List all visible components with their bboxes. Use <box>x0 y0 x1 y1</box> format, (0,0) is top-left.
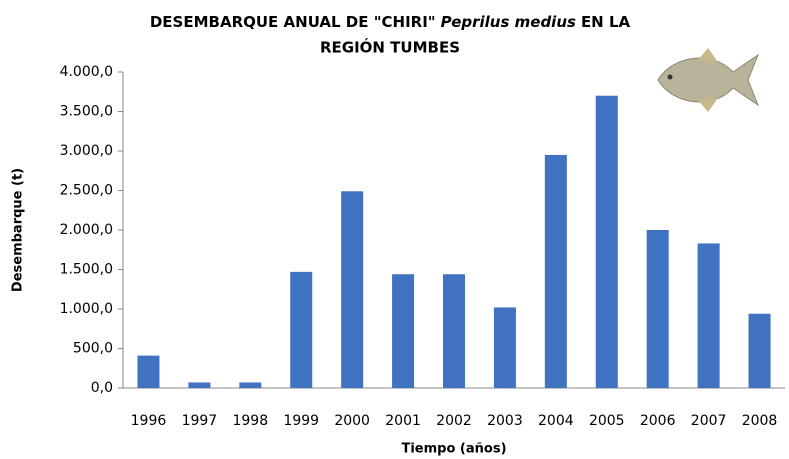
bar <box>341 191 363 388</box>
bar <box>494 307 516 388</box>
y-tick-label: 2.000,0 <box>60 222 113 238</box>
bar <box>188 382 210 388</box>
x-tick-label: 1996 <box>131 413 167 429</box>
chart-title: REGIÓN TUMBES <box>320 38 460 57</box>
bar <box>443 274 465 388</box>
x-axis-title: Tiempo (años) <box>401 442 506 457</box>
title-part: EN LA <box>581 13 631 31</box>
bar <box>137 356 159 388</box>
fish-body <box>658 55 758 105</box>
bar <box>596 96 618 388</box>
chart-title: DESEMBARQUE ANUAL DE "CHIRI" Peprilus med… <box>150 13 631 31</box>
bar <box>749 314 771 388</box>
x-tick-label: 1997 <box>182 413 218 429</box>
y-tick-label: 1.500,0 <box>60 262 113 278</box>
x-tick-label: 2002 <box>436 413 472 429</box>
x-tick-label: 1998 <box>232 413 268 429</box>
bar <box>647 230 669 388</box>
bar <box>239 382 261 388</box>
y-tick-label: 3.000,0 <box>60 143 113 159</box>
chart: DESEMBARQUE ANUAL DE "CHIRI" Peprilus med… <box>0 0 789 459</box>
x-tick-label: 2004 <box>538 413 574 429</box>
bar <box>545 155 567 388</box>
y-tick-label: 2.500,0 <box>60 183 113 199</box>
fish-eye <box>668 75 673 80</box>
y-tick-label: 3.500,0 <box>60 104 113 120</box>
y-axis-title: Desembarque (t) <box>11 168 26 292</box>
x-tick-label: 2000 <box>334 413 370 429</box>
y-tick-label: 0,0 <box>91 380 113 396</box>
bar <box>290 272 312 388</box>
title-species: Peprilus medius <box>441 13 576 31</box>
x-tick-label: 1999 <box>283 413 319 429</box>
bar <box>698 243 720 388</box>
fish-illustration <box>658 48 758 112</box>
y-tick-label: 1.000,0 <box>60 301 113 317</box>
bar <box>392 274 414 388</box>
y-tick-label: 500,0 <box>73 341 113 357</box>
x-tick-label: 2003 <box>487 413 523 429</box>
x-tick-label: 2001 <box>385 413 421 429</box>
x-tick-label: 2005 <box>589 413 625 429</box>
y-tick-label: 4.000,0 <box>60 64 113 80</box>
x-tick-label: 2007 <box>691 413 727 429</box>
title-part: DESEMBARQUE ANUAL DE "CHIRI" <box>150 13 436 31</box>
x-tick-label: 2006 <box>640 413 676 429</box>
x-tick-label: 2008 <box>742 413 778 429</box>
